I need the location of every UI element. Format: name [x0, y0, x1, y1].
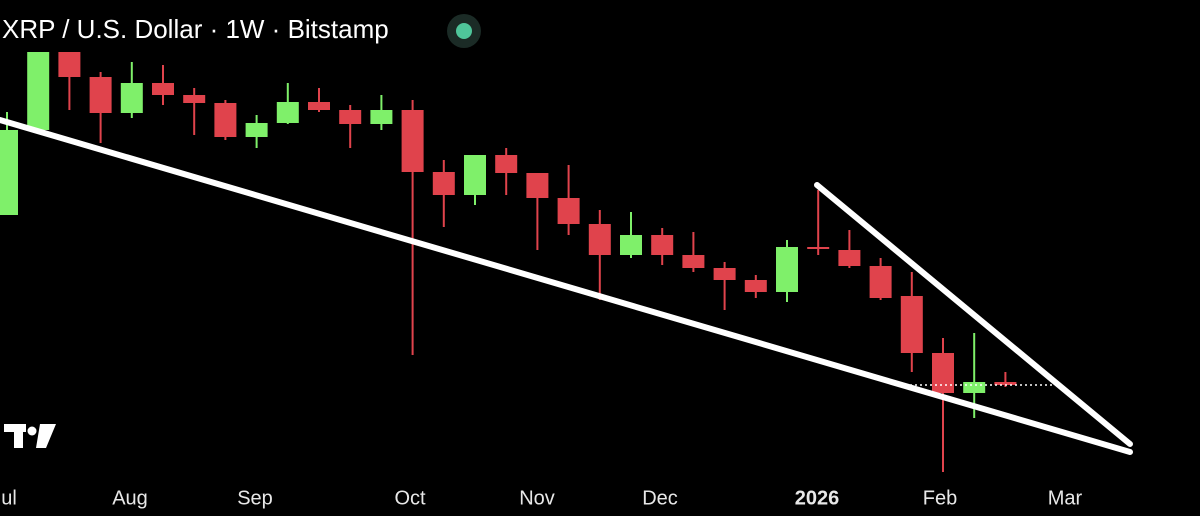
candle-body	[744, 280, 767, 292]
resistance-trendline	[814, 182, 1133, 447]
candle-body	[588, 224, 611, 255]
x-tick-label: Oct	[394, 487, 426, 509]
candle-body	[526, 173, 549, 198]
status-dot	[456, 23, 472, 39]
candle-body	[0, 130, 18, 215]
x-tick-label: Mar	[1048, 487, 1083, 509]
candle-body	[27, 52, 50, 130]
candles	[0, 30, 1017, 472]
logo	[4, 424, 56, 448]
candle-body	[682, 255, 705, 268]
candle-body	[464, 155, 486, 195]
chart-title: XRP / U.S. Dollar · 1W · Bitstamp	[2, 14, 389, 44]
candle-body	[994, 382, 1017, 385]
x-tick-label: Nov	[519, 487, 555, 509]
x-tick-label: Aug	[112, 487, 148, 509]
x-axis: Jul Aug Sep Oct Nov Dec 2026 Feb Mar	[0, 487, 1083, 509]
x-tick-label: Feb	[923, 487, 957, 509]
candle-body	[557, 198, 580, 224]
candle-body	[807, 247, 830, 249]
candle-body	[900, 296, 923, 353]
candle-body	[214, 103, 237, 137]
candle-body	[276, 102, 299, 123]
candle-body	[932, 353, 954, 393]
x-tick-label: 2026	[795, 487, 840, 509]
candle-body	[432, 172, 455, 195]
candle-body	[963, 382, 986, 393]
candle-body	[89, 77, 112, 113]
x-tick-label: Sep	[237, 487, 273, 509]
candle-body	[152, 83, 174, 95]
candle-body	[120, 83, 143, 113]
candle-body	[183, 95, 206, 103]
candle-body	[776, 247, 798, 292]
candle-body	[401, 110, 424, 172]
x-tick-label: Jul	[0, 487, 17, 509]
support-trendline	[0, 117, 1133, 455]
candle-body	[713, 268, 736, 280]
title-backdrop	[0, 10, 490, 52]
candle-body	[370, 110, 393, 124]
candle-body	[245, 123, 268, 137]
candle-body	[869, 266, 892, 298]
candle-body	[339, 110, 362, 124]
candle-body	[838, 250, 861, 266]
candle-body	[58, 52, 81, 77]
x-tick-label: Dec	[642, 487, 678, 509]
candle-body	[495, 155, 518, 173]
candle-body	[308, 102, 330, 110]
candle-body	[651, 235, 674, 255]
candle-body	[620, 235, 642, 255]
